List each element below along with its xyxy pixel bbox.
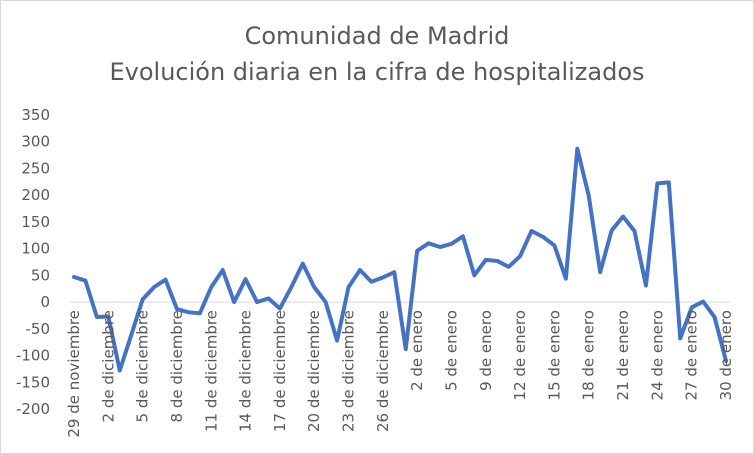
data-point <box>381 276 385 280</box>
chart-title: Comunidad de Madrid <box>244 22 510 50</box>
y-tick-label: 50 <box>31 266 50 284</box>
x-tick-label: 14 de diciembre <box>237 310 255 432</box>
data-point <box>484 258 488 262</box>
data-point <box>404 347 408 351</box>
data-point <box>335 339 339 343</box>
data-point <box>449 242 453 246</box>
data-point <box>301 262 305 266</box>
x-tick-label: 11 de diciembre <box>202 310 220 432</box>
y-tick-label: 350 <box>21 106 50 124</box>
x-tick-label: 5 de enero <box>442 310 460 391</box>
data-point <box>72 275 76 279</box>
x-tick-label: 29 de noviembre <box>65 310 83 438</box>
data-point <box>575 147 579 151</box>
data-point <box>678 336 682 340</box>
x-tick-label: 30 de enero <box>717 310 735 400</box>
data-point <box>83 279 87 283</box>
data-point <box>347 285 351 289</box>
data-point <box>232 300 236 304</box>
data-point <box>690 305 694 309</box>
series-line <box>72 146 728 373</box>
chart-subtitle: Evolución diaria en la cifra de hospital… <box>109 58 645 86</box>
y-tick-label: 150 <box>21 213 50 231</box>
data-point <box>518 254 522 258</box>
y-axis: 350 300 250 200 150 100 50 0 -50 -100 -150 -200 <box>16 106 50 418</box>
x-tick-label: 2 de diciembre <box>99 310 117 422</box>
data-point <box>392 270 396 274</box>
data-point <box>461 234 465 238</box>
y-tick-label: -200 <box>16 400 50 418</box>
x-tick-label: 21 de enero <box>614 310 632 400</box>
x-axis-labels: 29 de noviembre 2 de diciembre 5 de diciem… <box>65 310 735 438</box>
y-tick-label: -50 <box>26 320 51 338</box>
data-point <box>244 277 248 281</box>
data-point <box>644 284 648 288</box>
data-point <box>632 229 636 233</box>
data-point <box>289 285 293 289</box>
data-point <box>369 280 373 284</box>
data-point <box>655 181 659 185</box>
x-tick-label: 5 de diciembre <box>134 310 152 422</box>
data-point <box>587 194 591 198</box>
data-point <box>129 333 133 337</box>
data-point <box>358 268 362 272</box>
x-tick-label: 15 de enero <box>545 310 563 400</box>
y-tick-label: -100 <box>16 347 50 365</box>
data-point <box>541 235 545 239</box>
x-tick-label: 2 de enero <box>408 310 426 391</box>
data-point <box>667 180 671 184</box>
y-tick-label: 100 <box>21 240 50 258</box>
y-tick-label: 0 <box>40 293 50 311</box>
x-tick-label: 8 de diciembre <box>168 310 186 422</box>
data-point <box>164 278 168 282</box>
data-point <box>198 311 202 315</box>
x-tick-label: 17 de diciembre <box>271 310 289 432</box>
data-point <box>701 300 705 304</box>
x-tick-label: 12 de enero <box>511 310 529 400</box>
data-point <box>209 285 213 289</box>
data-point <box>95 315 99 319</box>
data-point <box>530 229 534 233</box>
data-point <box>152 285 156 289</box>
data-point <box>118 369 122 373</box>
data-point <box>564 277 568 281</box>
data-point <box>255 300 259 304</box>
data-point <box>507 265 511 269</box>
data-point <box>266 296 270 300</box>
data-point <box>621 215 625 219</box>
x-tick-label: 9 de enero <box>477 310 495 391</box>
data-point <box>610 228 614 232</box>
x-tick-label: 26 de diciembre <box>374 310 392 432</box>
data-point <box>495 259 499 263</box>
data-point <box>312 285 316 289</box>
data-point <box>552 243 556 247</box>
x-tick-label: 24 de enero <box>648 310 666 400</box>
data-point <box>415 249 419 253</box>
data-point <box>221 268 225 272</box>
data-point <box>141 297 145 301</box>
data-point <box>438 245 442 249</box>
x-tick-label: 23 de diciembre <box>340 310 358 432</box>
x-tick-label: 27 de enero <box>683 310 701 400</box>
data-point <box>713 315 717 319</box>
data-point <box>472 273 476 277</box>
data-point <box>278 307 282 311</box>
data-point <box>598 270 602 274</box>
y-tick-label: 300 <box>21 133 50 151</box>
x-tick-label: 18 de enero <box>580 310 598 400</box>
data-point <box>324 300 328 304</box>
data-point <box>186 310 190 314</box>
y-tick-label: 250 <box>21 159 50 177</box>
y-tick-label: -150 <box>16 373 50 391</box>
y-tick-label: 200 <box>21 186 50 204</box>
data-point <box>427 241 431 245</box>
x-tick-label: 20 de diciembre <box>305 310 323 432</box>
